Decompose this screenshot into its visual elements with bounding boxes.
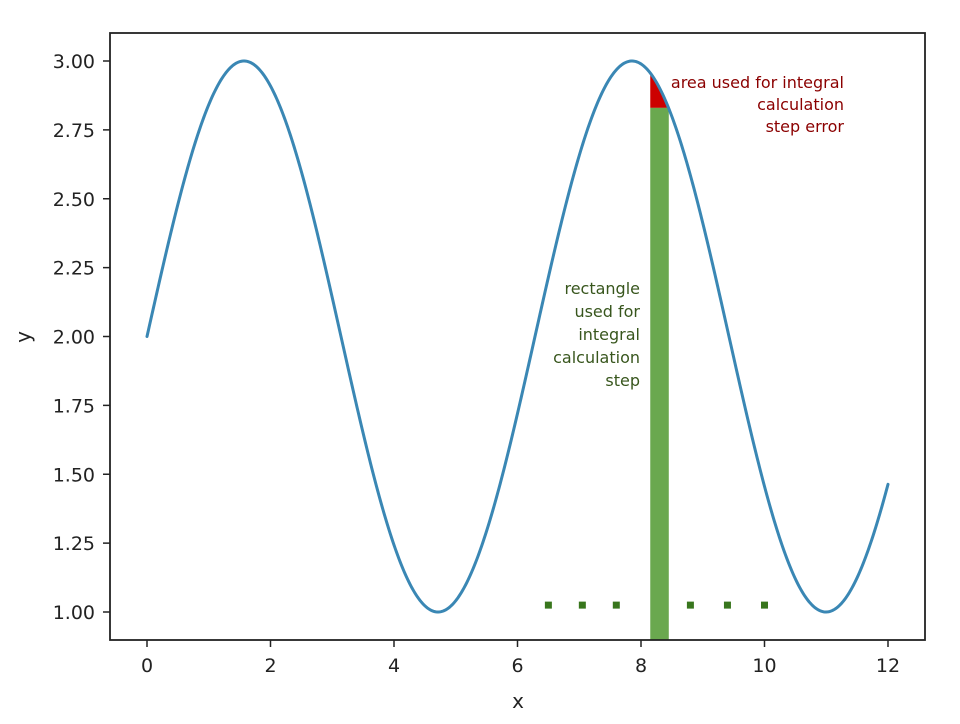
rectangle-annotation-line: rectangle: [564, 279, 640, 298]
rectangle-annotation-line: integral: [578, 325, 640, 344]
y-tick-label: 3.00: [53, 51, 95, 73]
integration-rectangle: [650, 107, 669, 640]
x-axis: 0 2 4 6 8 10 12: [141, 640, 900, 677]
x-tick-label: 8: [635, 655, 647, 677]
ellipsis-dot: [723, 601, 731, 609]
ellipsis-dot: [578, 601, 586, 609]
x-tick-label: 12: [876, 655, 900, 677]
rectangle-annotation: rectangle used for integral calculation step: [553, 279, 640, 390]
y-tick-label: 1.25: [53, 533, 95, 555]
x-tick-label: 10: [752, 655, 776, 677]
ellipsis-dot: [612, 601, 620, 609]
x-tick-label: 4: [388, 655, 400, 677]
y-tick-label: 2.75: [53, 120, 95, 142]
ellipsis-dot: [686, 601, 694, 609]
y-axis-label: y: [11, 331, 35, 343]
ellipsis-dot: [761, 601, 768, 609]
x-tick-label: 0: [141, 655, 153, 677]
plot-area: [145, 59, 890, 640]
y-axis: 1.00 1.25 1.50 1.75 2.00 2.25 2.50 2.75 3.00: [53, 51, 110, 624]
y-tick-label: 2.00: [53, 327, 95, 349]
x-tick-label: 2: [264, 655, 276, 677]
ellipsis-dot: [544, 601, 552, 609]
error-annotation-line: area used for integral: [671, 73, 844, 92]
error-area-annotation: area used for integral calculation step er…: [671, 73, 845, 136]
y-tick-label: 2.25: [53, 258, 95, 280]
y-tick-label: 1.50: [53, 464, 95, 486]
rectangle-annotation-line: used for: [574, 302, 640, 321]
x-tick-label: 6: [511, 655, 523, 677]
y-tick-label: 1.00: [53, 602, 95, 624]
rectangle-annotation-line: calculation: [553, 348, 640, 367]
y-tick-label: 1.75: [53, 395, 95, 417]
sine-curve: [145, 59, 890, 614]
x-axis-label: x: [512, 689, 524, 713]
error-annotation-line: calculation: [757, 95, 844, 114]
error-annotation-line: step error: [766, 117, 845, 136]
y-tick-label: 2.50: [53, 189, 95, 211]
rectangle-annotation-line: step: [605, 371, 640, 390]
